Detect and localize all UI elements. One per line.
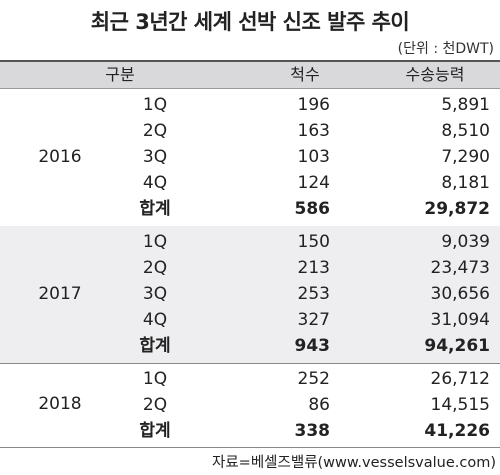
capacity-cell: 31,094 <box>430 310 490 330</box>
capacity-cell: 9,039 <box>441 232 490 252</box>
count-cell: 163 <box>297 121 330 141</box>
quarter-cell: 1Q <box>142 369 168 389</box>
capacity-cell: 8,510 <box>441 121 490 141</box>
table-row: 2Q 86 14,515 <box>120 392 500 418</box>
count-cell: 196 <box>297 95 330 115</box>
quarter-cell: 합계 <box>139 421 171 441</box>
year-group: 2018 1Q 252 26,712 2Q 86 14,515 합계 338 41,226 <box>0 363 500 448</box>
count-cell: 253 <box>297 284 330 304</box>
capacity-cell: 14,515 <box>430 395 490 415</box>
table-row: 4Q 327 31,094 <box>120 307 500 333</box>
count-cell: 586 <box>294 199 331 219</box>
quarter-cell: 3Q <box>142 284 168 304</box>
quarter-cell: 합계 <box>139 199 171 219</box>
quarter-cell: 1Q <box>142 232 168 252</box>
capacity-cell: 29,872 <box>424 199 490 219</box>
table-title: 최근 3년간 세계 선박 신조 발주 추이 <box>90 10 410 34</box>
capacity-cell: 7,290 <box>441 147 490 167</box>
unit-label: (단위 : 천DWT) <box>397 41 494 57</box>
capacity-cell: 23,473 <box>430 258 490 278</box>
total-row: 합계 338 41,226 <box>120 418 500 444</box>
count-cell: 327 <box>297 310 330 330</box>
capacity-cell: 8,181 <box>441 173 490 193</box>
quarter-cell: 2Q <box>142 121 168 141</box>
table-row: 1Q 150 9,039 <box>120 229 500 255</box>
capacity-cell: 94,261 <box>424 336 490 356</box>
source-note: 자료=베셀즈밸류(www.vesselsvalue.com) <box>212 455 496 471</box>
count-cell: 150 <box>297 232 330 252</box>
quarter-cell: 4Q <box>142 173 168 193</box>
table-row: 2Q 213 23,473 <box>120 255 500 281</box>
quarter-cell: 3Q <box>142 147 168 167</box>
count-cell: 252 <box>297 369 330 389</box>
count-cell: 338 <box>294 421 331 441</box>
table-row: 1Q 252 26,712 <box>120 366 500 392</box>
total-row: 합계 586 29,872 <box>120 196 500 222</box>
count-cell: 213 <box>297 258 330 278</box>
header-capacity: 수송능력 <box>405 65 465 84</box>
quarter-cell: 4Q <box>142 310 168 330</box>
header-count: 척수 <box>290 65 320 84</box>
quarter-cell: 1Q <box>142 95 168 115</box>
year-group: 2016 1Q 196 5,891 2Q 163 8,510 3Q 103 7,290 4Q 124 8… <box>0 89 500 227</box>
count-cell: 124 <box>297 173 330 193</box>
year-label: 2016 <box>38 146 82 167</box>
capacity-cell: 41,226 <box>424 421 490 441</box>
year-label: 2017 <box>38 283 82 304</box>
quarter-cell: 2Q <box>142 395 168 415</box>
table-row: 2Q 163 8,510 <box>120 118 500 144</box>
header-category: 구분 <box>105 65 135 84</box>
table-row: 4Q 124 8,181 <box>120 170 500 196</box>
count-cell: 86 <box>308 395 330 415</box>
count-cell: 943 <box>294 336 331 356</box>
table-row: 3Q 253 30,656 <box>120 281 500 307</box>
capacity-cell: 5,891 <box>441 95 490 115</box>
quarter-cell: 2Q <box>142 258 168 278</box>
quarter-cell: 합계 <box>139 336 171 356</box>
capacity-cell: 30,656 <box>430 284 490 304</box>
year-label: 2018 <box>38 394 82 414</box>
table-header: 구분 척수 수송능력 <box>0 62 500 89</box>
table-row: 3Q 103 7,290 <box>120 144 500 170</box>
count-cell: 103 <box>297 147 330 167</box>
table-row: 1Q 196 5,891 <box>120 92 500 118</box>
top-rule <box>0 60 500 62</box>
capacity-cell: 26,712 <box>430 369 490 389</box>
total-row: 합계 943 94,261 <box>120 333 500 359</box>
year-group: 2017 1Q 150 9,039 2Q 213 23,473 3Q 253 30,656 4Q 32… <box>0 226 500 364</box>
